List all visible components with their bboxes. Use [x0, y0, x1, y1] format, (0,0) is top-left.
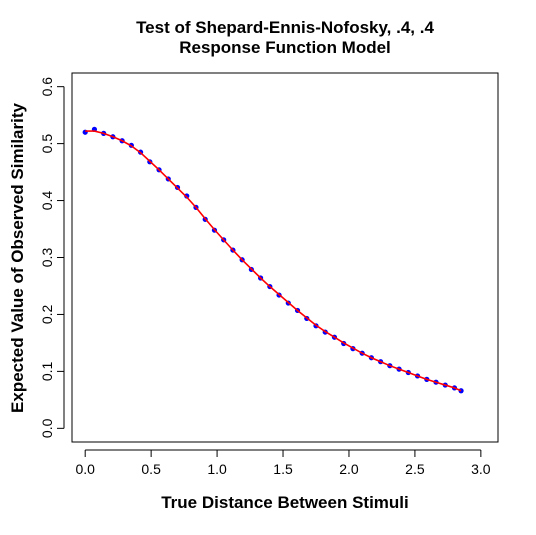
chart-title-line-2: Response Function Model — [179, 38, 391, 57]
y-tick-label: 0.6 — [39, 77, 55, 97]
x-tick-label: 2.5 — [405, 461, 425, 477]
y-tick-label: 0.2 — [39, 305, 55, 325]
x-tick-label: 2.0 — [339, 461, 359, 477]
x-axis: 0.0 0.5 1.0 1.5 2.0 2.5 3.0 — [75, 449, 491, 477]
plot-frame — [71, 72, 499, 443]
y-axis: 0.0 0.1 0.2 0.3 0.4 0.5 0.6 — [39, 77, 65, 438]
x-tick-label: 3.0 — [471, 461, 491, 477]
chart-title-line-1: Test of Shepard-Ennis-Nofosky, .4, .4 — [136, 18, 434, 37]
y-axis-label: Expected Value of Observed Similarity — [8, 103, 27, 413]
x-tick-label: 1.5 — [273, 461, 293, 477]
x-tick-label: 1.0 — [207, 461, 227, 477]
x-tick-label: 0.5 — [141, 461, 161, 477]
y-tick-label: 0.1 — [39, 361, 55, 381]
y-tick-label: 0.3 — [39, 248, 55, 268]
x-tick-label: 0.0 — [75, 461, 95, 477]
y-tick-label: 0.4 — [39, 191, 55, 211]
y-tick-label: 0.0 — [39, 418, 55, 438]
y-tick-label: 0.5 — [39, 134, 55, 154]
fitted-line — [85, 130, 462, 392]
series-layer — [82, 126, 464, 394]
x-axis-label: True Distance Between Stimuli — [161, 493, 409, 512]
data-point — [184, 193, 190, 199]
